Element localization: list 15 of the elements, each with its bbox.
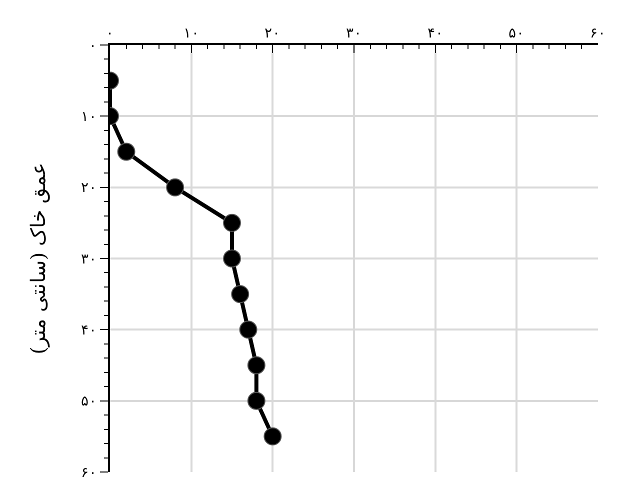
y-tick-label: ۱۰ [81, 109, 98, 126]
y-tick-label: ۴۰ [81, 322, 98, 339]
x-tick-label: ۵۰ [508, 25, 525, 42]
x-tick-label: ۳۰ [346, 25, 362, 42]
y-axis-title: عمق خاک (سانتی متر) [26, 162, 50, 354]
x-tick-label: ۰ [106, 25, 114, 42]
x-tick-label: ۶۰ [590, 25, 606, 42]
y-tick-label: ۵۰ [81, 394, 98, 410]
y-tick-label: ۶۰ [81, 464, 98, 481]
y-tick-label: ۳۰ [81, 251, 98, 268]
y-tick-label: ۲۰ [81, 180, 98, 196]
x-tick-label: ۴۰ [427, 25, 444, 42]
x-tick-label: ۱۰ [183, 25, 200, 42]
x-tick-label: ۲۰ [264, 25, 281, 42]
y-tick-label: ۰ [89, 38, 98, 54]
